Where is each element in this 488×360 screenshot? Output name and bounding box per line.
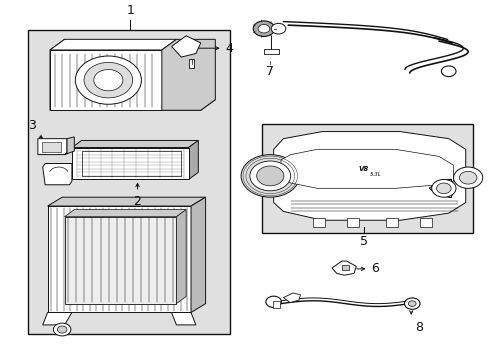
Circle shape	[265, 296, 281, 307]
Circle shape	[75, 56, 141, 104]
Polygon shape	[64, 217, 176, 303]
Polygon shape	[72, 148, 188, 179]
Text: 5.3L: 5.3L	[369, 172, 381, 177]
Circle shape	[256, 166, 284, 186]
Polygon shape	[47, 197, 205, 206]
Circle shape	[94, 69, 122, 91]
Circle shape	[258, 24, 269, 33]
Polygon shape	[331, 261, 356, 275]
Polygon shape	[312, 219, 324, 228]
Bar	[341, 265, 348, 270]
Text: 3: 3	[28, 118, 36, 131]
Polygon shape	[50, 39, 176, 50]
Polygon shape	[281, 149, 453, 188]
Polygon shape	[191, 197, 205, 312]
Polygon shape	[50, 100, 215, 110]
Circle shape	[458, 171, 476, 184]
Text: 7: 7	[266, 65, 274, 78]
Polygon shape	[419, 219, 431, 228]
Polygon shape	[72, 140, 198, 148]
Bar	[41, 141, 61, 152]
Polygon shape	[47, 206, 191, 312]
Circle shape	[253, 21, 274, 36]
Bar	[261, 125, 472, 233]
Circle shape	[453, 167, 482, 188]
Text: V8: V8	[358, 166, 368, 172]
Polygon shape	[273, 131, 465, 220]
Text: 8: 8	[414, 321, 422, 334]
Polygon shape	[176, 210, 186, 303]
Circle shape	[57, 326, 67, 333]
Circle shape	[436, 183, 450, 194]
Polygon shape	[38, 139, 67, 155]
Text: 4: 4	[224, 42, 232, 55]
Bar	[81, 151, 181, 176]
Polygon shape	[50, 39, 64, 110]
Circle shape	[431, 179, 455, 197]
Bar	[264, 49, 278, 54]
Text: 5: 5	[359, 235, 367, 248]
Polygon shape	[42, 163, 72, 185]
Polygon shape	[64, 210, 186, 217]
Circle shape	[53, 323, 71, 336]
Polygon shape	[162, 39, 215, 110]
Bar	[28, 31, 229, 334]
Circle shape	[249, 161, 290, 191]
Circle shape	[241, 155, 299, 197]
Polygon shape	[171, 36, 201, 57]
Circle shape	[407, 301, 415, 306]
Circle shape	[271, 23, 285, 34]
Polygon shape	[283, 293, 300, 302]
Circle shape	[404, 298, 419, 309]
Text: 2: 2	[133, 195, 141, 208]
Circle shape	[84, 62, 132, 98]
Bar	[188, 59, 194, 68]
Text: 6: 6	[370, 262, 378, 275]
Polygon shape	[64, 137, 74, 155]
Polygon shape	[188, 140, 198, 179]
Polygon shape	[42, 312, 72, 325]
Text: 1: 1	[126, 4, 134, 17]
Circle shape	[441, 66, 455, 77]
Polygon shape	[385, 219, 397, 228]
Polygon shape	[171, 312, 196, 325]
Polygon shape	[346, 219, 358, 228]
Bar	[272, 301, 280, 307]
Polygon shape	[50, 50, 162, 110]
